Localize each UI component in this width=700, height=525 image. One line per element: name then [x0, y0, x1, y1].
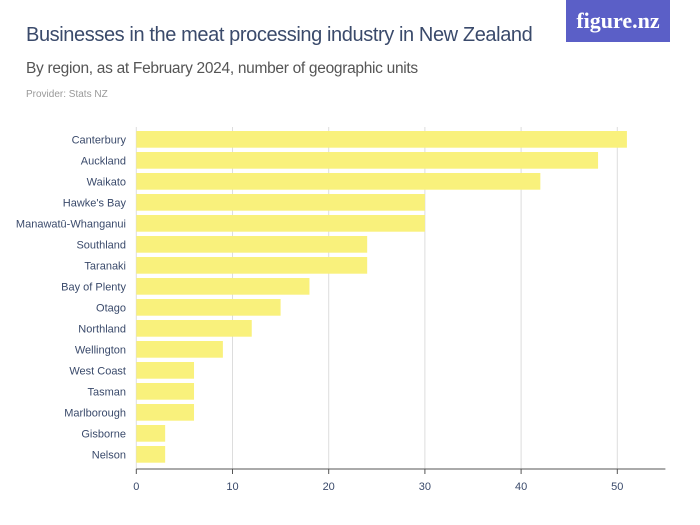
x-tick-label: 50 — [611, 481, 623, 493]
bar-bay-of-plenty — [136, 278, 310, 295]
category-label: Manawatū-Whanganui — [16, 218, 126, 230]
category-label: Otago — [96, 302, 126, 314]
bar-otago — [136, 299, 281, 316]
figure-nz-logo[interactable]: figure.nz — [566, 0, 670, 42]
bar-nelson — [136, 446, 166, 463]
x-tick-label: 10 — [226, 481, 238, 493]
x-tick-label: 0 — [133, 481, 139, 493]
x-tick-label: 30 — [419, 481, 431, 493]
category-label: Bay of Plenty — [61, 281, 126, 293]
category-label: Southland — [76, 239, 126, 251]
category-label: Tasman — [87, 386, 126, 398]
category-label: Marlborough — [64, 407, 126, 419]
bar-west-coast — [136, 362, 195, 379]
category-label: Hawke's Bay — [63, 197, 127, 209]
bar-auckland — [136, 152, 599, 169]
x-tick-label: 40 — [515, 481, 527, 493]
category-label: Auckland — [81, 155, 126, 167]
category-label: Taranaki — [84, 260, 126, 272]
category-label: West Coast — [69, 365, 126, 377]
x-tick-label: 20 — [323, 481, 335, 493]
bar-southland — [136, 236, 368, 253]
bar-tasman — [136, 383, 195, 400]
bar-waikato — [136, 173, 541, 190]
category-label: Northland — [78, 323, 126, 335]
bar-marlborough — [136, 404, 195, 421]
category-label: Gisborne — [81, 428, 126, 440]
category-label: Wellington — [75, 344, 126, 356]
category-label: Nelson — [92, 449, 126, 461]
bar-hawke-s-bay — [136, 194, 425, 211]
bar-northland — [136, 320, 252, 337]
provider-label: Provider: Stats NZ — [26, 89, 108, 100]
bar-manawat-whanganui — [136, 215, 425, 232]
bar-wellington — [136, 341, 223, 358]
chart-subtitle: By region, as at February 2024, number o… — [26, 60, 418, 77]
bar-gisborne — [136, 425, 166, 442]
category-label: Canterbury — [72, 134, 127, 146]
bar-canterbury — [136, 131, 627, 148]
category-label: Waikato — [87, 176, 126, 188]
chart-title: Businesses in the meat processing indust… — [26, 24, 533, 46]
bar-taranaki — [136, 257, 368, 274]
